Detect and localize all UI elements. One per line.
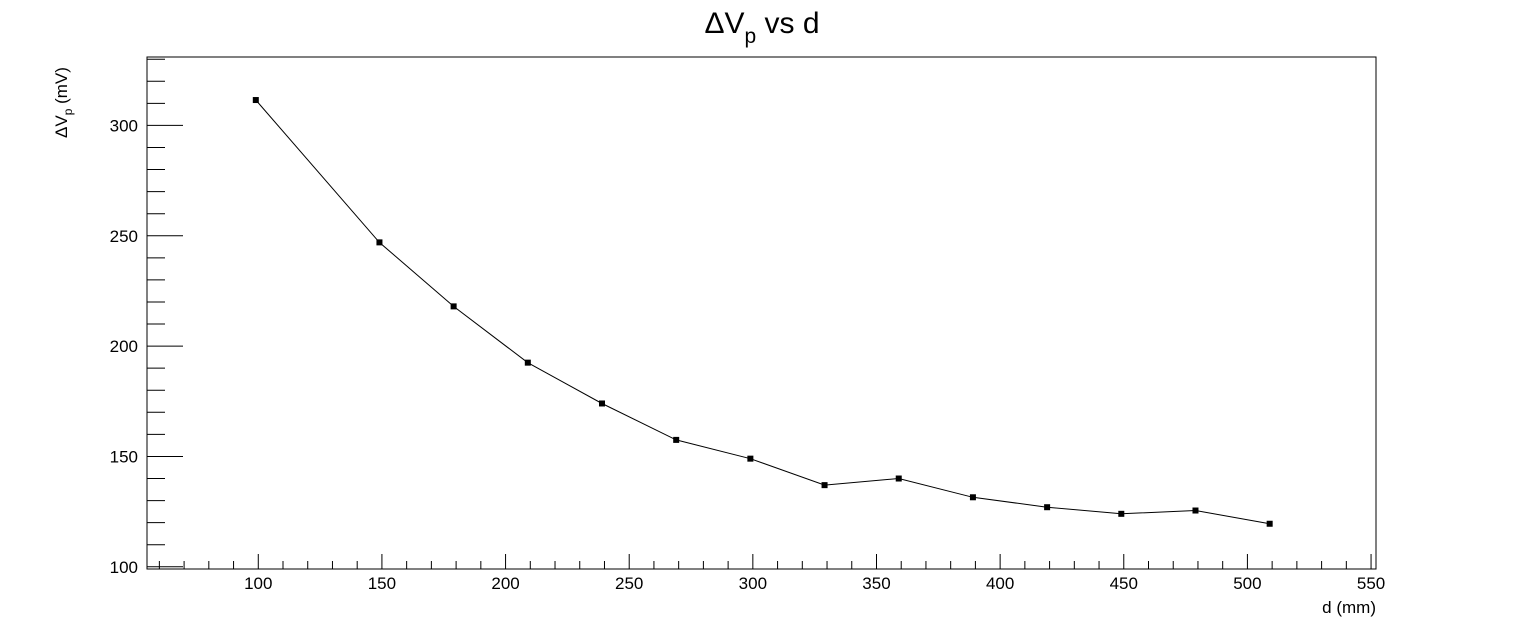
y-axis-label: ΔVp (mV) [52, 67, 75, 138]
x-tick-label: 350 [862, 574, 890, 593]
series-line [255, 99, 1270, 525]
x-tick-label: 150 [368, 574, 396, 593]
x-tick-label: 200 [491, 574, 519, 593]
x-tick-label: 550 [1357, 574, 1385, 593]
data-point [599, 400, 606, 407]
y-tick-label: 200 [110, 337, 138, 356]
data-point [1266, 520, 1273, 527]
x-tick-label: 300 [739, 574, 767, 593]
data-point [969, 494, 976, 501]
y-tick-label: 150 [110, 447, 138, 466]
x-tick-label: 100 [244, 574, 272, 593]
data-points [252, 97, 1273, 527]
x-tick-label: 250 [615, 574, 643, 593]
data-point [376, 239, 383, 246]
x-axis: 100 150 200 250 300 350 400 450 500 550 [158, 554, 1385, 593]
data-point [1192, 507, 1199, 514]
data-point [1044, 504, 1051, 511]
y-axis: 100 150 200 250 300 [110, 58, 183, 577]
chart-title: ΔVp vs d [704, 7, 819, 48]
x-axis-label: d (mm) [1322, 598, 1376, 617]
x-tick-label: 500 [1233, 574, 1261, 593]
data-point [1118, 510, 1125, 517]
x-tick-label: 450 [1110, 574, 1138, 593]
data-point [673, 436, 680, 443]
y-tick-label: 100 [110, 558, 138, 577]
data-point [821, 482, 828, 489]
data-point [747, 455, 754, 462]
data-point [895, 475, 902, 482]
y-tick-label: 250 [110, 227, 138, 246]
data-point [524, 359, 531, 366]
y-tick-label: 300 [110, 116, 138, 135]
data-point [450, 303, 457, 310]
data-point [252, 97, 259, 104]
plot-frame [146, 56, 1377, 570]
x-tick-label: 400 [986, 574, 1014, 593]
